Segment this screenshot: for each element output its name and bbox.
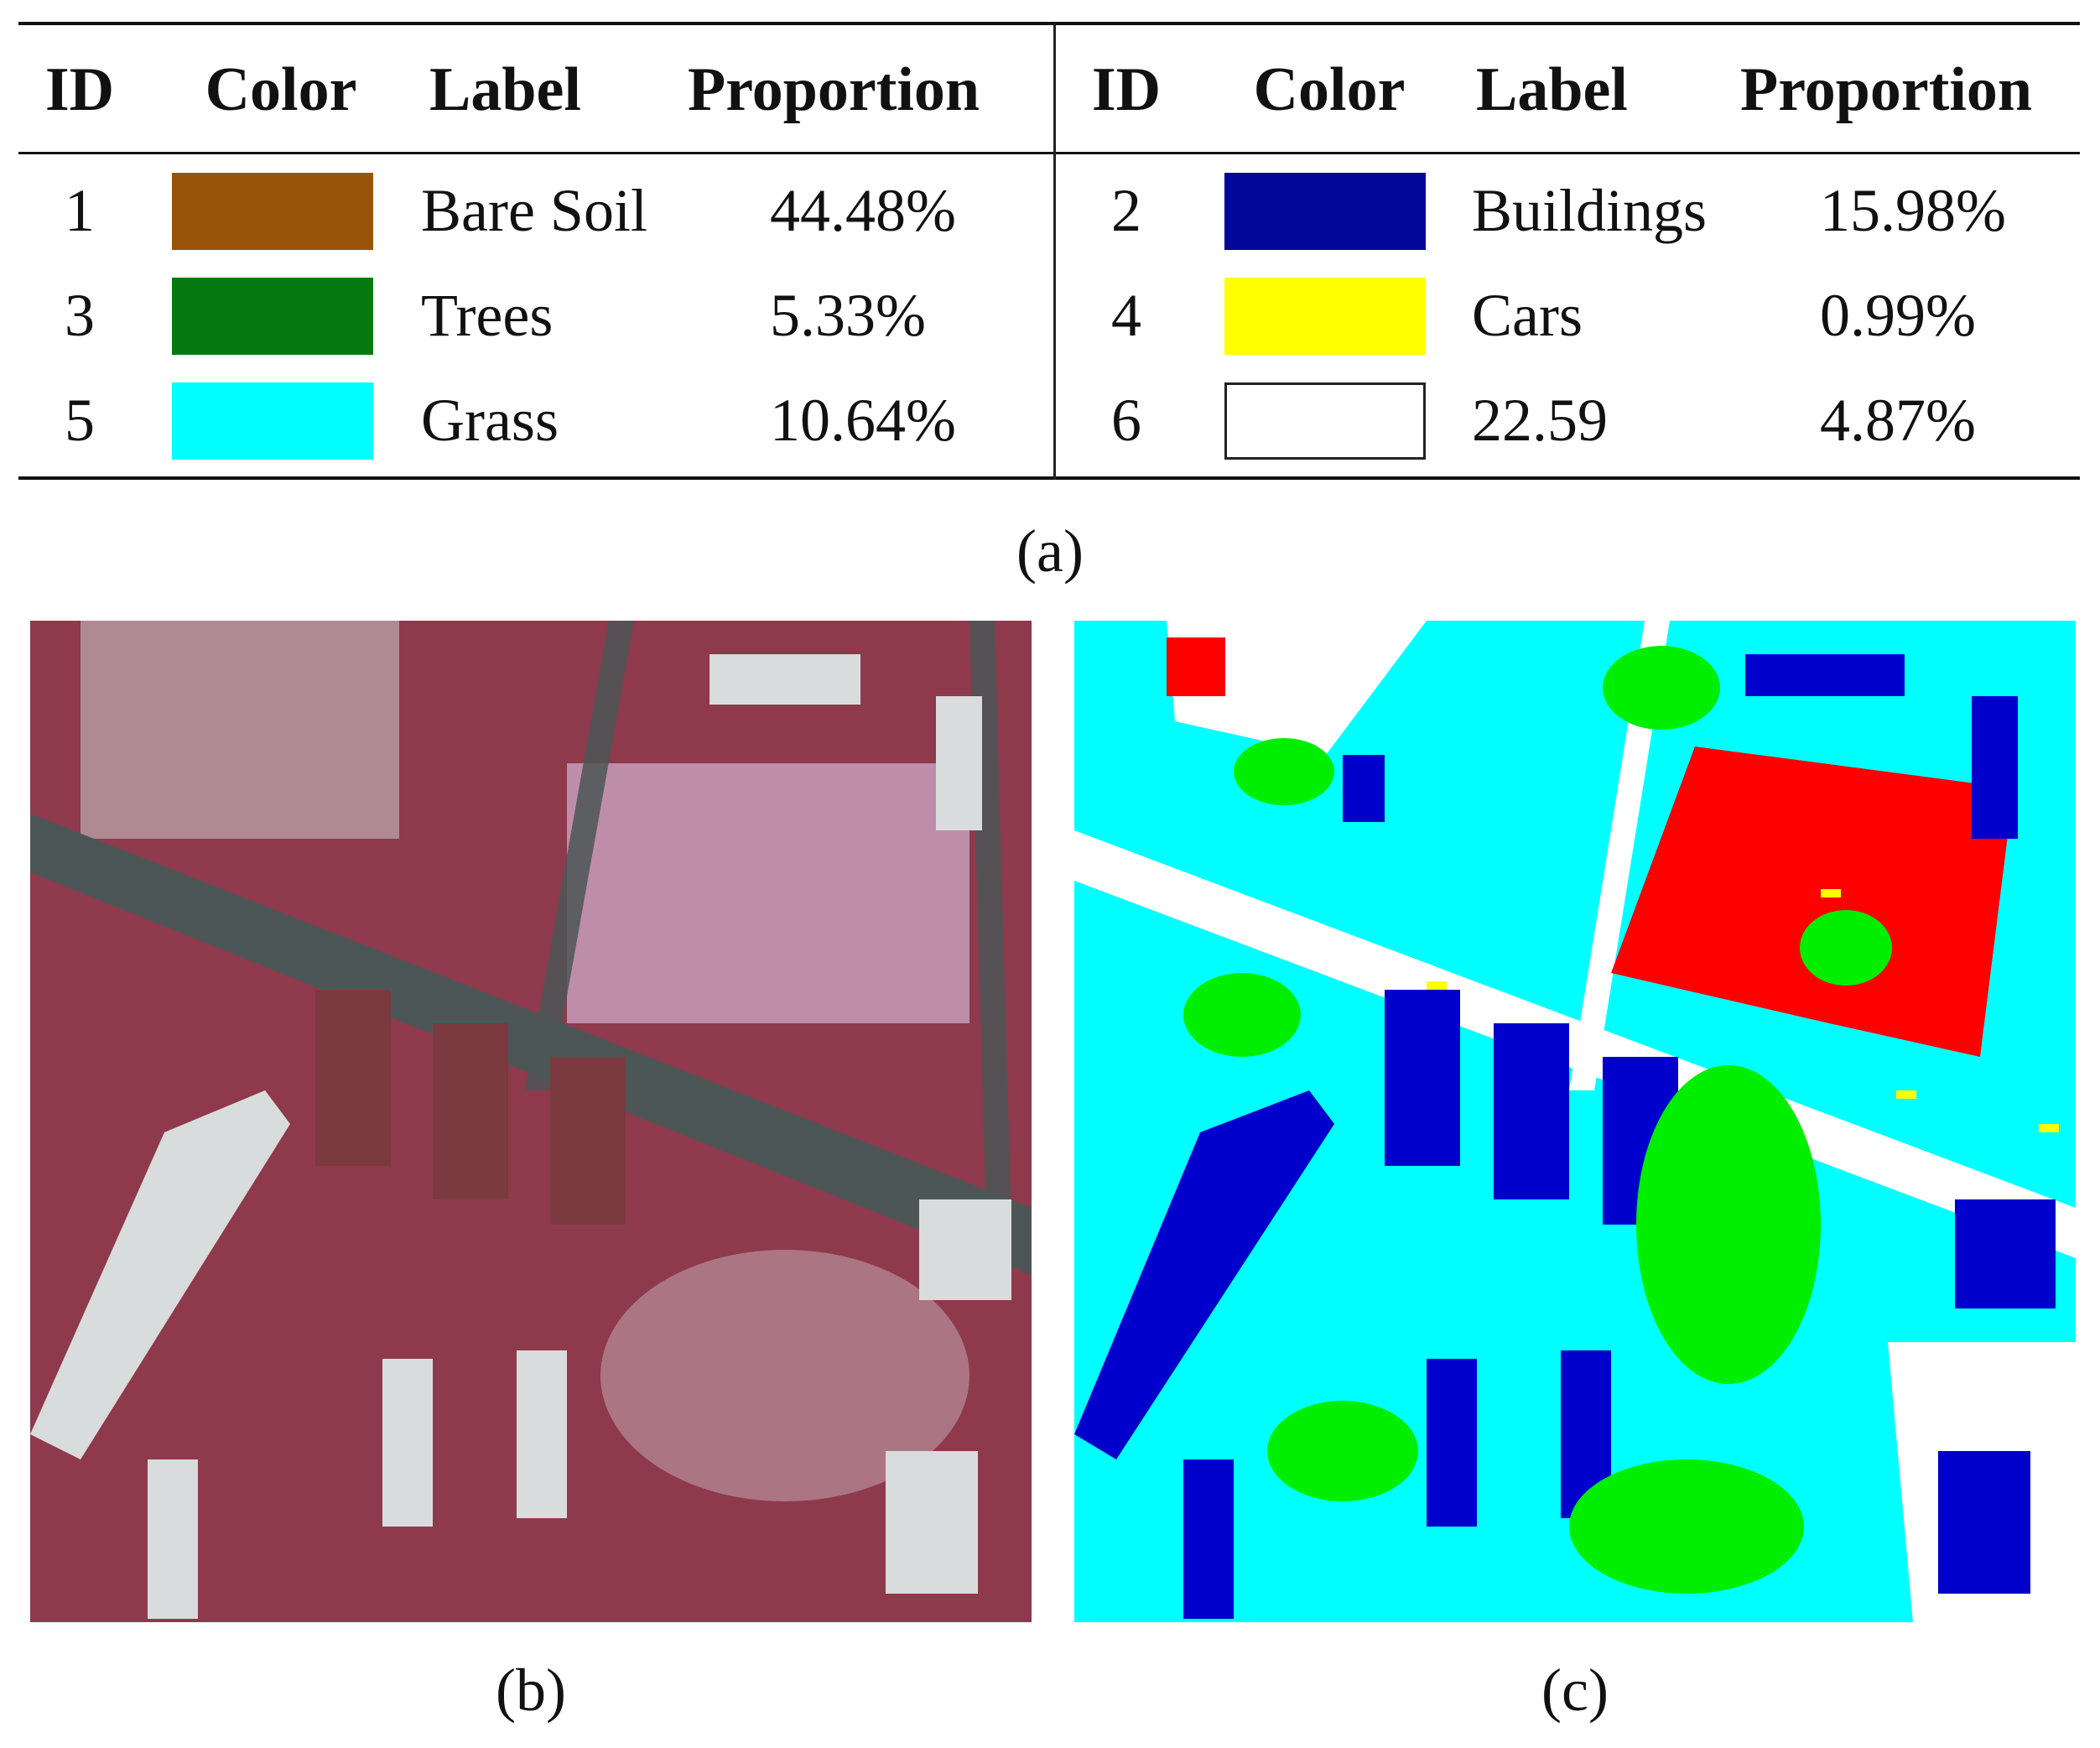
- map-tree-cluster: [1800, 910, 1892, 986]
- map-tree-cluster: [1636, 1065, 1821, 1384]
- main-road: [30, 814, 1032, 1275]
- side-road: [525, 621, 634, 1090]
- header-label: Label: [1476, 55, 1628, 124]
- row-proportion: 0.99%: [1820, 282, 1976, 349]
- row-id: 6: [1111, 387, 1141, 454]
- header-color: Color: [205, 55, 357, 124]
- brown-roof-block: [550, 1057, 626, 1225]
- roof-block: [148, 1459, 198, 1619]
- color-swatch: [1224, 382, 1426, 460]
- roof-block: [382, 1359, 433, 1527]
- row-id: 2: [1111, 177, 1141, 244]
- map-building: [1745, 654, 1905, 696]
- row-label: Bare Soil: [421, 177, 647, 244]
- row-label: Cars: [1472, 282, 1583, 349]
- label-map-image: [1074, 621, 2076, 1622]
- roof-block: [886, 1451, 978, 1594]
- map-building: [1074, 1090, 1334, 1459]
- map-tree-cluster: [1183, 973, 1301, 1057]
- label-map-svg: [1074, 621, 2076, 1622]
- map-building: [1494, 1023, 1569, 1199]
- row-id: 1: [65, 177, 95, 244]
- row-id: 5: [65, 387, 95, 454]
- map-car: [1896, 1090, 1916, 1099]
- header-proportion: Proportion: [688, 55, 980, 124]
- map-building: [1955, 1199, 2056, 1308]
- roof-block: [936, 696, 982, 830]
- roof-block: [517, 1350, 567, 1518]
- row-label: Grass: [421, 387, 559, 454]
- header-proportion: Proportion: [1740, 55, 2033, 124]
- map-building: [1183, 1459, 1234, 1619]
- header-color: Color: [1253, 55, 1406, 124]
- map-car: [2039, 1124, 2059, 1132]
- color-swatch: [1224, 278, 1426, 355]
- map-surface-area: [1167, 621, 1427, 755]
- row-label: 22.59: [1472, 387, 1608, 454]
- roof-block: [919, 1199, 1011, 1300]
- table-header-rule: [18, 152, 2080, 154]
- brown-roof-block: [433, 1023, 508, 1199]
- map-building: [1972, 696, 2018, 839]
- table-column-divider: [1053, 23, 1056, 480]
- map-car: [1427, 981, 1447, 990]
- open-field-patch: [600, 1250, 969, 1501]
- color-swatch: [172, 382, 373, 460]
- map-building: [1385, 990, 1460, 1166]
- color-swatch: [172, 173, 373, 250]
- brown-roof-block: [315, 990, 391, 1166]
- row-proportion: 15.98%: [1820, 177, 2006, 244]
- row-proportion: 5.33%: [770, 282, 926, 349]
- map-car: [1821, 889, 1841, 897]
- map-tree-cluster: [1234, 738, 1334, 805]
- caption-b: (b): [496, 1657, 566, 1724]
- table-bottom-rule: [18, 476, 2080, 480]
- row-label: Buildings: [1472, 177, 1708, 244]
- map-tree-cluster: [1603, 646, 1720, 730]
- color-swatch: [172, 278, 373, 355]
- roof-block: [30, 1090, 290, 1459]
- map-building: [1427, 1359, 1477, 1527]
- map-building: [1938, 1451, 2030, 1594]
- roof-block: [710, 654, 860, 705]
- header-label: Label: [429, 55, 581, 124]
- row-proportion: 10.64%: [770, 387, 956, 454]
- table-top-rule: [18, 22, 2080, 25]
- map-tree-cluster: [1569, 1459, 1804, 1594]
- row-proportion: 44.48%: [770, 177, 956, 244]
- row-id: 3: [65, 282, 95, 349]
- row-label: Trees: [421, 282, 554, 349]
- header-id: ID: [1091, 55, 1162, 124]
- header-id: ID: [44, 55, 115, 124]
- map-tree-cluster: [1267, 1401, 1418, 1501]
- map-building: [1343, 755, 1385, 822]
- construction-site-patch: [567, 763, 969, 1023]
- bare-ground-patch: [81, 621, 399, 839]
- row-id: 4: [1111, 282, 1141, 349]
- map-clutter-spot: [1167, 637, 1225, 696]
- caption-c: (c): [1541, 1657, 1609, 1724]
- ir-aerial-svg: [30, 621, 1032, 1622]
- color-swatch: [1224, 173, 1426, 250]
- map-surface-road: [1569, 621, 1670, 1090]
- map-surface-road: [1074, 830, 2076, 1258]
- caption-a: (a): [1016, 518, 1084, 585]
- map-clutter-area: [1611, 747, 2014, 1057]
- row-proportion: 4.87%: [1820, 387, 1976, 454]
- ir-aerial-image: [30, 621, 1032, 1622]
